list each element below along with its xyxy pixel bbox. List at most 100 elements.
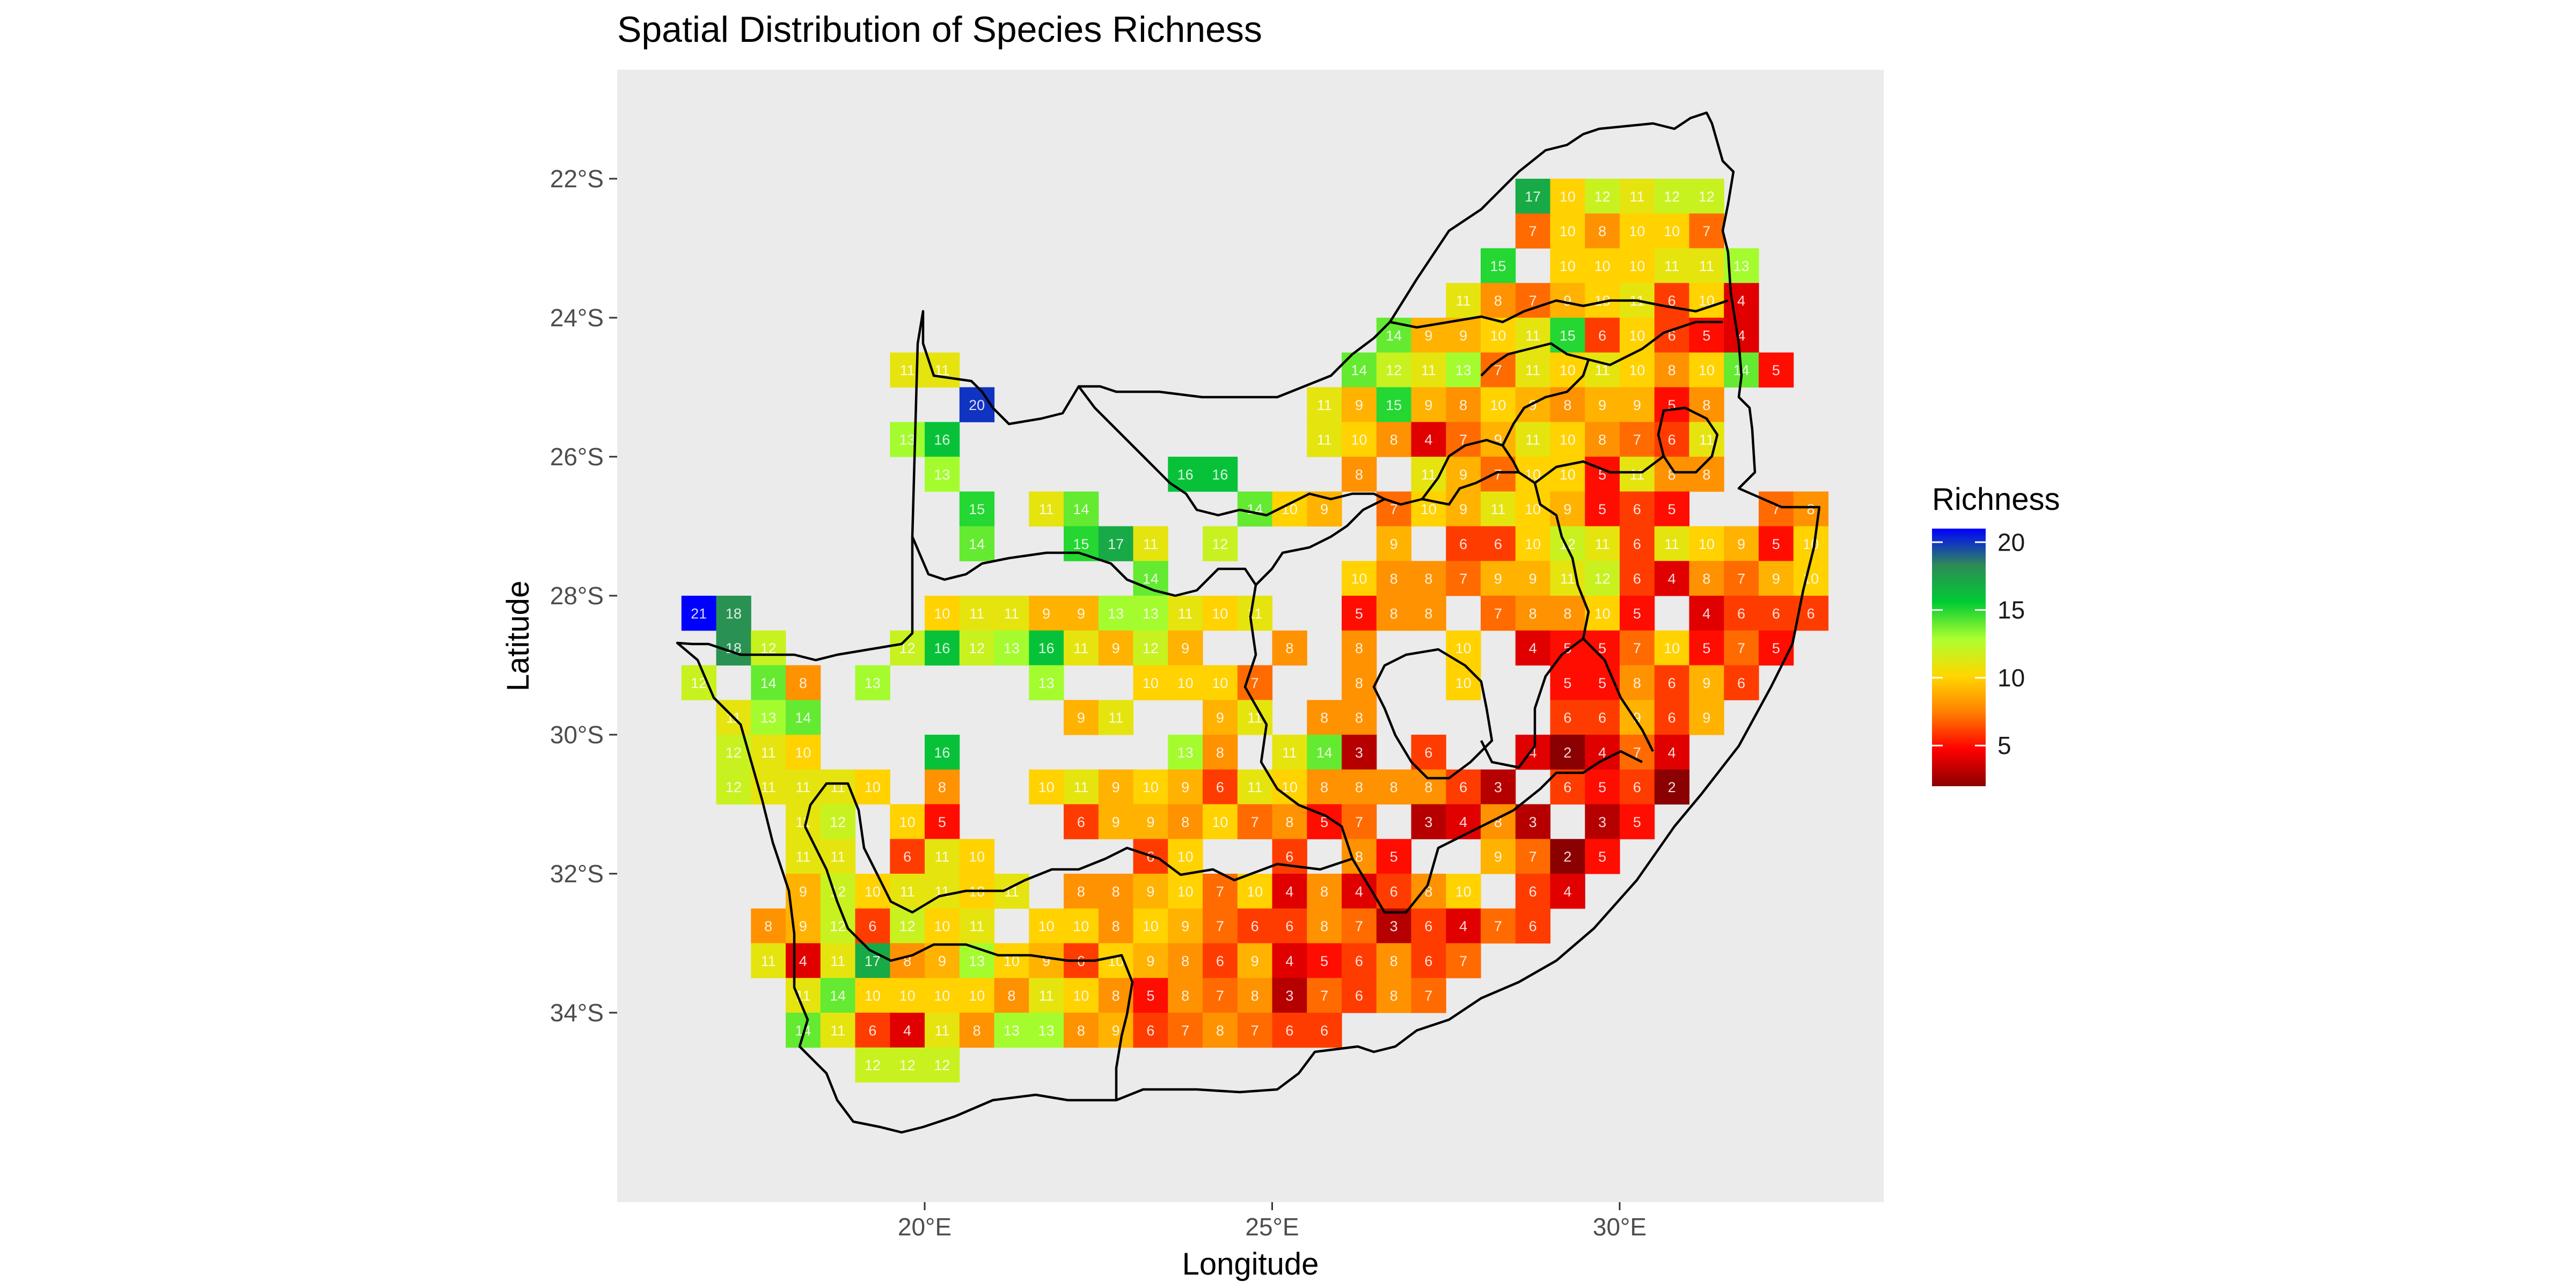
- richness-cell-value: 9: [1563, 293, 1571, 309]
- richness-cell-value: 14: [1143, 571, 1159, 587]
- richness-cell-value: 10: [1455, 883, 1472, 899]
- richness-cell-value: 9: [1529, 397, 1537, 413]
- richness-cell-value: 6: [1424, 918, 1432, 934]
- richness-cell: [1620, 561, 1655, 596]
- richness-cell-value: 10: [934, 605, 950, 621]
- richness-cell-value: 10: [899, 814, 916, 830]
- richness-cell: [1481, 839, 1516, 874]
- richness-cell: [1272, 978, 1307, 1013]
- richness-cell-value: 10: [1525, 501, 1541, 517]
- richness-cell: [1481, 908, 1516, 944]
- richness-cell: [1446, 387, 1481, 422]
- richness-cell-value: 10: [795, 744, 811, 760]
- richness-cell: [1759, 352, 1794, 388]
- richness-cell-value: 8: [1702, 466, 1710, 482]
- richness-cell-value: 7: [1737, 571, 1745, 587]
- richness-cell-value: 6: [903, 849, 911, 865]
- richness-cell-value: 10: [1351, 432, 1367, 448]
- richness-cell-value: 6: [1598, 327, 1606, 343]
- richness-cell-value: 11: [830, 953, 845, 969]
- richness-cell-value: 8: [1320, 779, 1328, 795]
- richness-cell-value: 10: [1699, 536, 1715, 552]
- richness-cell-value: 8: [1355, 675, 1363, 691]
- richness-cell-value: 9: [1598, 397, 1606, 413]
- richness-cell-value: 14: [1073, 501, 1089, 517]
- richness-cell-value: 11: [1317, 432, 1332, 448]
- legend-tick-label: 10: [1997, 664, 2025, 692]
- richness-cell: [1585, 596, 1620, 631]
- richness-cell: [1029, 596, 1064, 631]
- richness-cell-value: 12: [1212, 536, 1228, 552]
- richness-cell-value: 12: [726, 779, 742, 795]
- richness-cell-value: 7: [1216, 918, 1224, 934]
- richness-cell: [1411, 943, 1446, 978]
- richness-cell-value: 6: [1563, 710, 1571, 726]
- richness-cell: [1759, 596, 1794, 631]
- province-border-eastern-cape: [1351, 750, 1643, 914]
- richness-cell: [1689, 352, 1724, 388]
- richness-cell-value: 4: [1737, 293, 1745, 309]
- richness-cell-value: 6: [1424, 744, 1432, 760]
- x-axis-ticks: 20°E 25°E 30°E: [898, 1202, 1646, 1241]
- richness-cell-value: 9: [1633, 397, 1641, 413]
- richness-cell-value: 7: [1355, 814, 1363, 830]
- richness-cell: [1550, 248, 1585, 283]
- richness-cell-value: 6: [1216, 779, 1224, 795]
- richness-cell-value: 14: [1316, 744, 1333, 760]
- richness-cell-value: 7: [1494, 466, 1502, 482]
- richness-cell: [786, 1013, 821, 1048]
- richness-cell: [1550, 387, 1585, 422]
- richness-cell: [1481, 387, 1516, 422]
- richness-cell-value: 10: [1490, 397, 1506, 413]
- richness-cell: [1307, 769, 1342, 805]
- richness-cell-value: 6: [868, 1022, 876, 1038]
- richness-cell: [1203, 526, 1238, 561]
- richness-cell: [1098, 769, 1134, 805]
- richness-cell: [786, 665, 821, 700]
- richness-cell-value: 12: [830, 814, 846, 830]
- richness-cell: [890, 1047, 925, 1083]
- richness-cell: [1133, 874, 1168, 909]
- richness-cell-value: 6: [1737, 675, 1745, 691]
- richness-cell: [1481, 561, 1516, 596]
- richness-cell: [855, 1047, 890, 1083]
- richness-cell: [1481, 457, 1516, 492]
- richness-cell: [1793, 491, 1829, 527]
- richness-cell-value: 11: [934, 1022, 949, 1038]
- richness-cell: [1411, 596, 1446, 631]
- richness-cell-value: 6: [1251, 918, 1259, 934]
- richness-cell-value: 13: [1004, 1022, 1020, 1038]
- y-tick-label: 32°S: [550, 860, 604, 888]
- richness-cell-value: 8: [1424, 779, 1432, 795]
- richness-cell: [1307, 422, 1342, 457]
- richness-cell: [1689, 248, 1724, 283]
- richness-cell-value: 6: [1146, 1022, 1154, 1038]
- richness-cell: [1515, 179, 1551, 214]
- richness-cell: [1376, 561, 1412, 596]
- richness-cell-value: 11: [1456, 293, 1471, 309]
- richness-cell-value: 9: [1772, 571, 1780, 587]
- richness-cell: [1133, 943, 1168, 978]
- y-axis: 22°S 24°S 26°S 28°S 30°S 32°S 34°S Latitude: [501, 165, 617, 1027]
- richness-cell: [1411, 561, 1446, 596]
- richness-cell: [1064, 978, 1099, 1013]
- richness-cell-value: 8: [1424, 605, 1432, 621]
- richness-cell-value: 13: [1004, 640, 1020, 656]
- richness-cell-value: 8: [1181, 814, 1189, 830]
- richness-cell-value: 8: [1216, 1022, 1224, 1038]
- province-border-kwazulu-natal: [1534, 455, 1665, 752]
- richness-cell: [1272, 630, 1307, 666]
- richness-cell-value: 13: [899, 432, 916, 448]
- richness-cell: [1689, 179, 1724, 214]
- richness-cell: [1654, 700, 1690, 735]
- richness-cell-value: 11: [1178, 605, 1193, 621]
- richness-cell: [925, 1013, 960, 1048]
- richness-cell-value: 7: [1216, 883, 1224, 899]
- richness-cell-value: 12: [1386, 362, 1402, 378]
- richness-cell: [1689, 422, 1724, 457]
- richness-cell-value: 7: [1459, 953, 1467, 969]
- richness-cell-value: 12: [865, 1057, 881, 1073]
- richness-cell-value: 13: [1038, 1022, 1055, 1038]
- richness-cell: [1342, 735, 1377, 770]
- richness-cell: [1689, 387, 1724, 422]
